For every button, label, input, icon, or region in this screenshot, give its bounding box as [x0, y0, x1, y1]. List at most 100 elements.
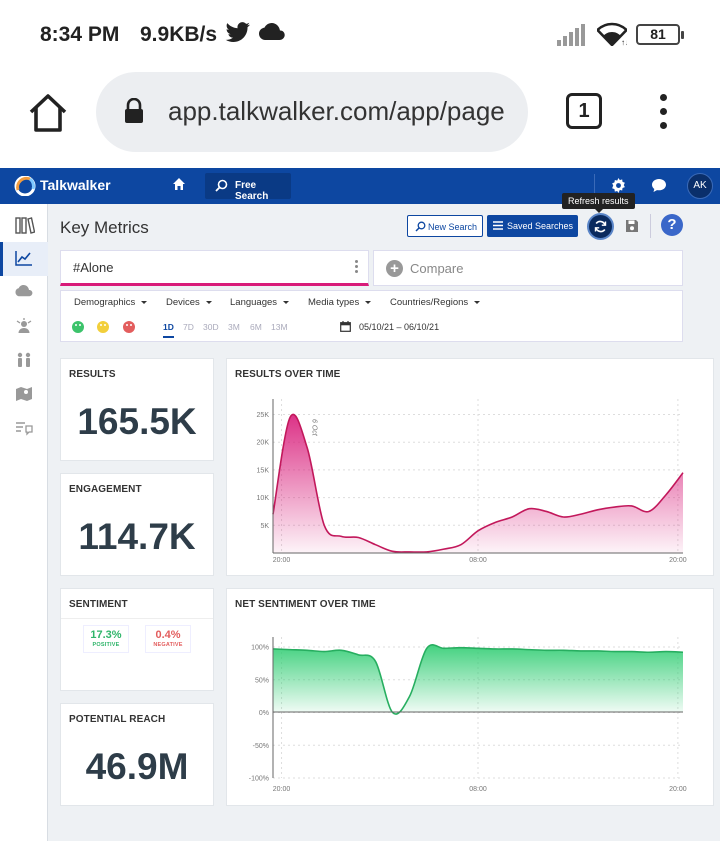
free-search-button[interactable]: Free Search — [205, 173, 291, 202]
date-range-picker[interactable]: 05/10/21 – 06/10/21 — [340, 321, 440, 332]
conversation-icon — [16, 422, 33, 436]
home-icon[interactable] — [27, 92, 69, 134]
y-tick-label: 0% — [259, 710, 269, 717]
people-icon — [17, 352, 31, 367]
user-avatar[interactable]: AK — [687, 173, 713, 199]
range-6m[interactable]: 6M — [250, 322, 262, 332]
status-network-speed: 9.9KB/s — [140, 23, 218, 46]
filter-devices[interactable]: Devices — [166, 297, 212, 308]
cloud-icon — [15, 285, 33, 297]
sidebar-item-analytics[interactable] — [0, 242, 48, 276]
sidebar-item-conversations[interactable] — [0, 412, 48, 446]
range-30d[interactable]: 30D — [203, 322, 219, 332]
y-tick-label: 5K — [260, 523, 269, 530]
compare-button[interactable]: + Compare — [373, 250, 683, 286]
filter-media-types[interactable]: Media types — [308, 297, 371, 308]
gear-icon[interactable] — [611, 178, 626, 193]
range-3m[interactable]: 3M — [228, 322, 240, 332]
svg-text:↑↓: ↑↓ — [621, 38, 627, 46]
toolbar-divider — [650, 214, 651, 238]
results-over-time-title: RESULTS OVER TIME — [235, 369, 341, 380]
twitter-icon — [225, 22, 250, 42]
potential-reach-title: POTENTIAL REACH — [69, 714, 166, 725]
query-options-icon[interactable] — [355, 260, 358, 274]
wifi-icon: ↑↓ — [597, 22, 627, 46]
net-sentiment-card[interactable]: NET SENTIMENT OVER TIME 100% 50% 0% -50% -10… — [226, 588, 714, 806]
x-tick-label: 08:00 — [469, 557, 487, 564]
sidebar-item-library[interactable] — [0, 208, 48, 242]
signal-icon — [557, 24, 585, 46]
negative-sentiment-icon[interactable] — [123, 321, 135, 333]
nav-home-icon[interactable] — [172, 177, 186, 191]
y-tick-label: 10K — [257, 495, 270, 502]
calendar-icon — [340, 321, 351, 332]
page-title: Key Metrics — [60, 218, 149, 237]
card-divider — [61, 618, 213, 619]
help-button[interactable]: ? — [661, 214, 683, 236]
positive-sentiment-icon[interactable] — [72, 321, 84, 333]
list-icon — [493, 221, 503, 230]
results-over-time-chart[interactable]: 5K 10K 15K 20K 25K 20:00 08:00 20:00 6 Oct — [227, 359, 715, 577]
range-7d[interactable]: 7D — [183, 322, 194, 332]
engagement-card[interactable]: ENGAGEMENT 114.7K — [60, 473, 214, 576]
new-search-label: New Search — [428, 222, 478, 232]
influencer-icon — [16, 318, 32, 333]
left-sidebar — [0, 204, 48, 841]
battery-indicator: 81 — [636, 24, 684, 45]
address-bar[interactable]: app.talkwalker.com/app/page — [96, 72, 528, 152]
range-13m[interactable]: 13M — [271, 322, 288, 332]
books-icon — [15, 217, 35, 234]
range-1d[interactable]: 1D — [163, 322, 174, 338]
filter-countries-regions[interactable]: Countries/Regions — [390, 297, 480, 308]
browser-toolbar: app.talkwalker.com/app/page 1 — [0, 68, 720, 168]
new-search-button[interactable]: New Search — [407, 215, 483, 237]
sentiment-card[interactable]: SENTIMENT 17.3% POSITIVE 0.4% NEGATIVE — [60, 588, 214, 691]
filter-demographics[interactable]: Demographics — [74, 297, 147, 308]
results-over-time-card[interactable]: RESULTS OVER TIME 5K 10K 15K 20K 25K 20:00 08:… — [226, 358, 714, 576]
positive-sentiment-box: 17.3% POSITIVE — [83, 625, 129, 653]
brand-name: Talkwalker — [40, 177, 111, 193]
filter-bar: Demographics Devices Languages Media typ… — [60, 290, 683, 342]
sidebar-item-influencers[interactable] — [0, 310, 48, 344]
saved-searches-label: Saved Searches — [507, 221, 574, 231]
y-tick-label: 50% — [255, 677, 269, 684]
sidebar-item-audience[interactable] — [0, 344, 48, 378]
x-tick-label: 08:00 — [469, 786, 487, 793]
compare-label: Compare — [410, 261, 464, 276]
negative-sentiment-box: 0.4% NEGATIVE — [145, 625, 191, 653]
x-tick-label: 20:00 — [669, 786, 687, 793]
sentiment-title: SENTIMENT — [69, 599, 128, 610]
search-icon — [415, 221, 426, 232]
results-card[interactable]: RESULTS 165.5K — [60, 358, 214, 461]
y-tick-label: -100% — [249, 776, 269, 783]
chat-icon[interactable] — [651, 178, 667, 193]
series-line — [272, 644, 684, 715]
map-icon — [16, 387, 32, 401]
y-tick-label: 100% — [251, 645, 269, 652]
browser-menu-icon[interactable] — [655, 94, 673, 130]
save-icon[interactable] — [625, 219, 639, 233]
filter-languages[interactable]: Languages — [230, 297, 289, 308]
neutral-sentiment-icon[interactable] — [97, 321, 109, 333]
sidebar-item-map[interactable] — [0, 378, 48, 412]
potential-reach-card[interactable]: POTENTIAL REACH 46.9M — [60, 703, 214, 806]
series-area — [273, 414, 683, 553]
url-text[interactable]: app.talkwalker.com/app/page — [168, 96, 505, 126]
saved-searches-button[interactable]: Saved Searches — [487, 215, 578, 237]
series-line — [272, 413, 684, 553]
date-annotation: 6 Oct — [310, 419, 317, 437]
x-tick-label: 20:00 — [273, 786, 291, 793]
engagement-title: ENGAGEMENT — [69, 484, 142, 495]
potential-reach-value: 46.9M — [85, 746, 189, 787]
x-tick-label: 20:00 — [669, 557, 687, 564]
positive-label: POSITIVE — [92, 642, 120, 648]
date-range-text: 05/10/21 – 06/10/21 — [359, 322, 440, 332]
tab-switcher-button[interactable]: 1 — [566, 93, 602, 129]
query-tab[interactable]: #Alone — [60, 250, 369, 286]
net-sentiment-chart[interactable]: 100% 50% 0% -50% -100% 20:00 08:00 20:00 — [227, 589, 715, 807]
query-text[interactable]: #Alone — [73, 260, 114, 275]
refresh-button[interactable] — [587, 213, 614, 240]
sidebar-item-cloud[interactable] — [0, 276, 48, 310]
net-sentiment-title: NET SENTIMENT OVER TIME — [235, 599, 376, 610]
negative-value: 0.4% — [155, 629, 181, 641]
